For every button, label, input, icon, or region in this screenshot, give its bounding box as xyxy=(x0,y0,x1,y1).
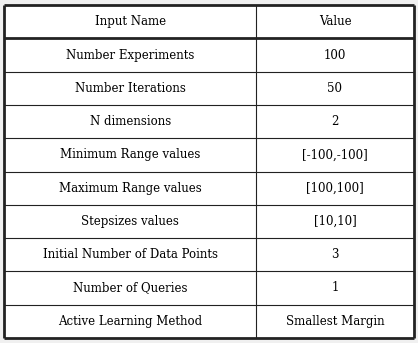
Bar xyxy=(4,138,414,172)
Text: 1: 1 xyxy=(331,282,339,294)
Text: Initial Number of Data Points: Initial Number of Data Points xyxy=(43,248,218,261)
Text: Smallest Margin: Smallest Margin xyxy=(285,315,384,328)
Bar xyxy=(4,172,414,205)
Text: [-100,-100]: [-100,-100] xyxy=(302,149,368,161)
Text: Stepsizes values: Stepsizes values xyxy=(81,215,179,228)
Bar xyxy=(4,5,414,38)
Text: Minimum Range values: Minimum Range values xyxy=(60,149,200,161)
Bar xyxy=(4,205,414,238)
Text: N dimensions: N dimensions xyxy=(89,115,171,128)
Text: Number of Queries: Number of Queries xyxy=(73,282,187,294)
Text: [100,100]: [100,100] xyxy=(306,182,364,194)
Text: [10,10]: [10,10] xyxy=(314,215,356,228)
Bar xyxy=(4,271,414,305)
Text: Maximum Range values: Maximum Range values xyxy=(59,182,201,194)
Bar xyxy=(4,38,414,72)
Text: Value: Value xyxy=(319,15,351,28)
Bar xyxy=(4,238,414,271)
Text: Number Iterations: Number Iterations xyxy=(75,82,186,95)
Bar xyxy=(4,72,414,105)
Bar xyxy=(4,305,414,338)
Text: Number Experiments: Number Experiments xyxy=(66,49,194,61)
Text: Active Learning Method: Active Learning Method xyxy=(58,315,202,328)
Text: 2: 2 xyxy=(331,115,339,128)
Bar xyxy=(4,105,414,138)
Text: Input Name: Input Name xyxy=(94,15,166,28)
Text: 3: 3 xyxy=(331,248,339,261)
Text: 100: 100 xyxy=(324,49,346,61)
Text: 50: 50 xyxy=(327,82,342,95)
